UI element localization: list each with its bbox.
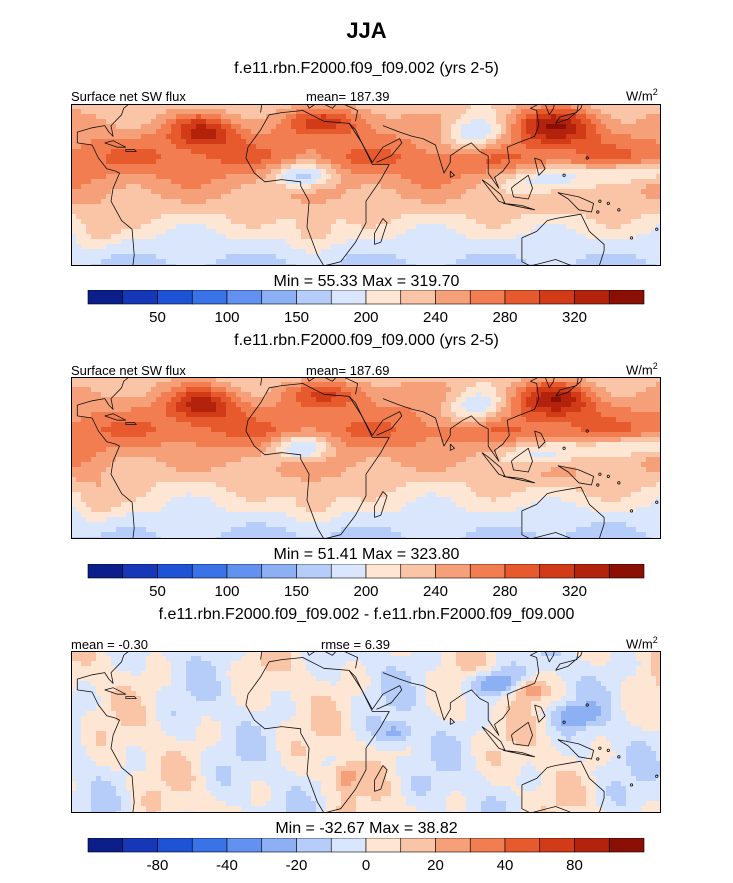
map-field <box>71 104 661 266</box>
colorbar-tick-label: 320 <box>562 583 587 600</box>
colorbar-swatch <box>191 838 228 853</box>
colorbar-tick-label: 200 <box>353 583 378 600</box>
colorbar-tick-label: 40 <box>497 857 514 874</box>
colorbar-swatch <box>435 564 471 579</box>
panel-1-subtitle: f.e11.rbn.F2000.f09_f09.002 (yrs 2-5) <box>234 60 499 77</box>
panel-3-mean-label: mean = -0.30 <box>71 637 148 652</box>
colorbar-swatch <box>504 290 541 305</box>
panel-2-variable-label: Surface net SW flux <box>71 363 186 378</box>
colorbar-swatch <box>87 290 124 305</box>
colorbar-swatch <box>191 290 228 305</box>
figure-title: JJA <box>346 18 387 43</box>
colorbar-swatch <box>261 290 297 305</box>
colorbar-swatch <box>157 838 193 853</box>
colorbar-swatch <box>157 564 193 579</box>
colorbar-tick-label: 50 <box>149 309 166 326</box>
colorbar-swatch <box>435 838 471 853</box>
colorbar-tick-label: 280 <box>492 583 517 600</box>
colorbar-tick-label: -40 <box>216 857 238 874</box>
colorbar-swatch <box>400 838 436 853</box>
colorbar-swatch <box>122 290 158 305</box>
colorbar-swatch <box>539 838 575 853</box>
colorbar-swatch <box>261 564 297 579</box>
colorbar-swatch <box>296 290 332 305</box>
colorbar-swatch <box>157 290 193 305</box>
colorbar-swatch <box>469 290 506 305</box>
panel-1-variable-label: Surface net SW flux <box>71 89 186 104</box>
colorbar-swatch <box>504 564 541 579</box>
colorbar-swatch <box>330 564 367 579</box>
colorbar-tick-label: 50 <box>149 583 166 600</box>
panel-2-minmax: Min = 51.41 Max = 323.80 <box>273 546 460 563</box>
colorbar-swatch <box>87 838 124 853</box>
colorbar-swatch <box>87 564 124 579</box>
map-field <box>71 651 661 813</box>
panel-2-mean-label: mean= 187.69 <box>306 363 390 378</box>
panel-3-rmse-label: rmse = 6.39 <box>321 637 391 652</box>
colorbar-tick-label: 320 <box>562 309 587 326</box>
colorbar-swatch <box>400 564 436 579</box>
colorbar-tick-label: 0 <box>362 857 370 874</box>
coastlines <box>76 377 659 539</box>
panel-3-map <box>71 651 661 813</box>
colorbar-swatch <box>226 290 263 305</box>
colorbar-tick-label: 240 <box>423 309 448 326</box>
colorbar-swatch <box>365 564 402 579</box>
colorbar-swatch <box>469 838 506 853</box>
colorbar-swatch <box>226 564 263 579</box>
colorbar-tick-label: 20 <box>427 857 444 874</box>
colorbar-tick-label: 80 <box>566 857 583 874</box>
colorbar-swatch <box>122 838 158 853</box>
colorbar-swatch <box>296 838 332 853</box>
map-frame <box>71 104 661 266</box>
colorbar-swatch <box>296 564 332 579</box>
colorbar-tick-label: 280 <box>492 309 517 326</box>
panel-1-map <box>71 104 661 266</box>
colorbar-swatch <box>365 838 402 853</box>
panel-1-units: W/m2 <box>626 87 658 104</box>
panel-3-minmax: Min = -32.67 Max = 38.82 <box>275 820 458 837</box>
coastlines <box>76 651 659 813</box>
colorbar-swatch <box>608 290 645 305</box>
colorbar-swatch <box>330 290 367 305</box>
colorbar-swatch <box>122 564 158 579</box>
panel-2-map <box>71 377 661 539</box>
colorbar-swatch <box>539 290 575 305</box>
colorbar-swatch <box>539 564 575 579</box>
colorbar-tick-label: 240 <box>423 583 448 600</box>
colorbar-swatch <box>226 838 263 853</box>
colorbar-tick-label: 100 <box>214 583 239 600</box>
panel-3-units: W/m2 <box>626 635 658 652</box>
colorbar-tick-label: -20 <box>286 857 308 874</box>
colorbar-swatch <box>574 290 610 305</box>
map-frame <box>71 377 661 539</box>
colorbar-swatch <box>504 838 541 853</box>
colorbar-swatch <box>608 838 645 853</box>
colorbar-swatch <box>330 838 367 853</box>
colorbar-swatch <box>574 838 610 853</box>
panel-3-subtitle: f.e11.rbn.F2000.f09_f09.002 - f.e11.rbn.… <box>158 606 575 623</box>
colorbar-swatch <box>400 290 436 305</box>
colorbar-swatch <box>261 838 297 853</box>
colorbar-swatch <box>365 290 402 305</box>
panel-1-mean-label: mean= 187.39 <box>306 89 390 104</box>
colorbar-swatch <box>469 564 506 579</box>
colorbar-swatch <box>608 564 645 579</box>
map-frame <box>71 651 661 813</box>
panel-1-colorbar: 50 100 150 200 240 280 320 <box>87 290 645 326</box>
panel-1-minmax: Min = 55.33 Max = 319.70 <box>273 273 460 290</box>
colorbar-swatch <box>435 290 471 305</box>
colorbar-tick-label: 150 <box>284 309 309 326</box>
panel-2-units: W/m2 <box>626 361 658 378</box>
colorbar-tick-label: 150 <box>284 583 309 600</box>
colorbar-swatch <box>574 564 610 579</box>
colorbar-tick-label: -80 <box>147 857 169 874</box>
map-field <box>71 377 661 539</box>
colorbar-swatch <box>191 564 228 579</box>
colorbar-tick-label: 100 <box>214 309 239 326</box>
panel-2-subtitle: f.e11.rbn.F2000.f09_f09.000 (yrs 2-5) <box>234 332 499 349</box>
panel-3-colorbar: -80 -40 -20 0 20 40 80 <box>87 838 645 874</box>
panel-2-colorbar: 50 100 150 200 240 280 320 <box>87 564 645 600</box>
colorbar-tick-label: 200 <box>353 309 378 326</box>
